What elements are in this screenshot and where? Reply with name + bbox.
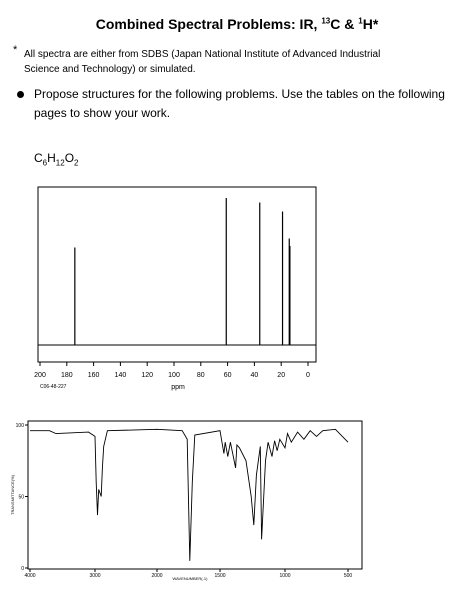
formula: C6H12O2 (34, 151, 79, 167)
title-text: H* (362, 16, 379, 32)
formula-sub: 12 (55, 158, 65, 168)
footnote: All spectra are either from SDBS (Japan … (24, 49, 381, 75)
x-axis-label: WAVENUMBER(-1) (173, 576, 209, 581)
x-tick-label: 1000 (279, 573, 290, 579)
x-tick-label: 4000 (24, 573, 35, 579)
x-axis-label: ppm (171, 384, 185, 391)
x-tick-label: 100 (168, 372, 180, 379)
title: Combined Spectral Problems: IR, 13C & 1H… (0, 16, 474, 32)
formula-sub: 6 (42, 158, 48, 168)
x-tick-label: 40 (251, 372, 259, 379)
x-tick-label: 3000 (89, 573, 100, 579)
x-tick-label: 200 (34, 372, 46, 379)
footnote-mark: * (13, 44, 18, 56)
x-tick-label: 80 (197, 372, 205, 379)
title-sup: 1 (358, 16, 363, 26)
ir-frame (27, 420, 363, 570)
bullet (17, 91, 24, 98)
title-text: Combined Spectral Problems: IR, (95, 16, 322, 32)
y-tick-label: 50 (18, 495, 24, 501)
nmr-frame (37, 186, 317, 363)
x-tick-label: 1500 (214, 573, 225, 579)
x-tick-label: 0 (306, 372, 310, 379)
formula-part: C (34, 151, 43, 165)
y-tick-label: 100 (16, 423, 25, 429)
x-tick-label: 2000 (151, 573, 162, 579)
x-tick-label: 500 (344, 573, 353, 579)
x-tick-label: 120 (141, 372, 153, 379)
formula-part: O (64, 151, 75, 165)
formula-part: H (47, 151, 56, 165)
title-text: C & (330, 16, 359, 32)
y-axis-label: TRANSMITTANCE(%) (10, 474, 15, 515)
x-tick-label: 20 (277, 372, 285, 379)
x-tick-label: 180 (61, 372, 73, 379)
x-tick-label: 160 (88, 372, 100, 379)
y-tick-label: 0 (21, 566, 24, 572)
x-tick-label: 140 (115, 372, 127, 379)
x-tick-label: 60 (224, 372, 232, 379)
title-sup: 13 (321, 16, 331, 26)
formula-sub: 2 (74, 158, 79, 168)
spectrum-code: C06-48-227 (40, 384, 67, 390)
ir-trace (30, 428, 349, 561)
instruction: Propose structures for the following pro… (34, 87, 445, 120)
